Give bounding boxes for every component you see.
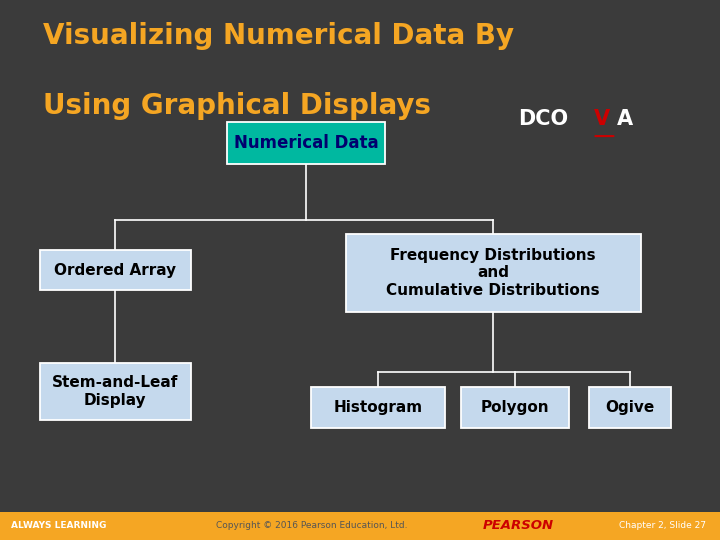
Text: DCO: DCO — [518, 109, 569, 129]
Text: ALWAYS LEARNING: ALWAYS LEARNING — [11, 522, 106, 530]
Text: Histogram: Histogram — [333, 400, 423, 415]
FancyBboxPatch shape — [589, 388, 671, 428]
FancyBboxPatch shape — [227, 122, 385, 164]
FancyBboxPatch shape — [346, 233, 641, 312]
Text: A: A — [617, 109, 633, 129]
FancyBboxPatch shape — [0, 512, 720, 540]
FancyBboxPatch shape — [40, 363, 191, 420]
Text: Ogive: Ogive — [606, 400, 654, 415]
Text: Visualizing Numerical Data By: Visualizing Numerical Data By — [43, 22, 514, 50]
FancyBboxPatch shape — [461, 388, 569, 428]
Text: Chapter 2, Slide 27: Chapter 2, Slide 27 — [618, 522, 706, 530]
Text: Copyright © 2016 Pearson Education, Ltd.: Copyright © 2016 Pearson Education, Ltd. — [216, 522, 408, 530]
Text: Numerical Data: Numerical Data — [234, 134, 378, 152]
Text: Frequency Distributions
and
Cumulative Distributions: Frequency Distributions and Cumulative D… — [387, 248, 600, 298]
FancyBboxPatch shape — [40, 249, 191, 291]
Text: Ordered Array: Ordered Array — [54, 262, 176, 278]
Text: PEARSON: PEARSON — [482, 519, 554, 532]
Text: Using Graphical Displays: Using Graphical Displays — [43, 92, 431, 120]
Text: V: V — [594, 109, 610, 129]
Text: Stem-and-Leaf
Display: Stem-and-Leaf Display — [52, 375, 179, 408]
Text: Polygon: Polygon — [480, 400, 549, 415]
FancyBboxPatch shape — [311, 388, 444, 428]
